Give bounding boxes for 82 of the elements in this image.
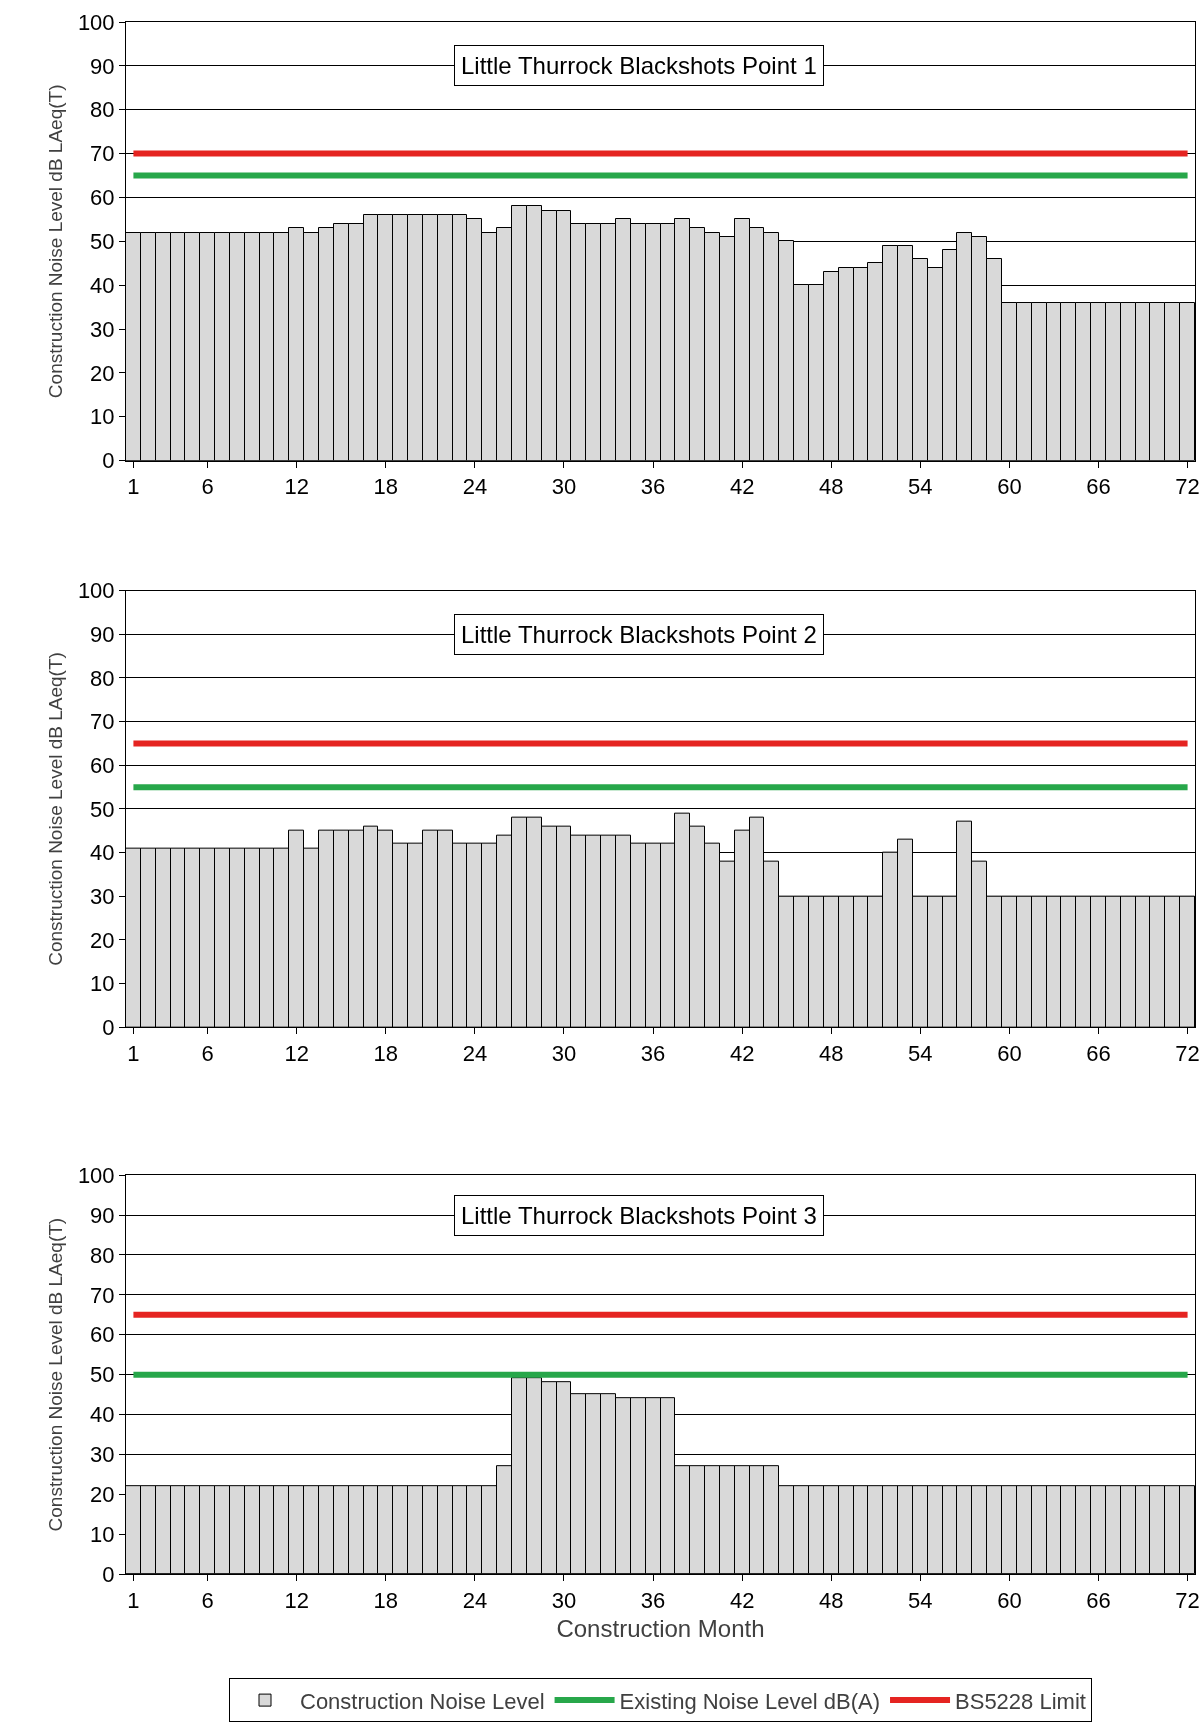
x-tick-label: 30 bbox=[551, 1587, 577, 1613]
y-tick-label: 10 bbox=[90, 404, 115, 430]
x-tick-label: 60 bbox=[997, 1587, 1022, 1613]
y-tick-label: 90 bbox=[90, 622, 115, 648]
y-tick-label: 70 bbox=[90, 141, 115, 167]
y-tick-label: 50 bbox=[90, 229, 115, 255]
x-tick-label: 66 bbox=[1086, 1587, 1111, 1613]
legend-label: Existing Noise Level dB(A) bbox=[619, 1688, 881, 1714]
x-tick-label: 42 bbox=[729, 1587, 755, 1613]
x-tick-label: 66 bbox=[1086, 1040, 1111, 1066]
x-tick-label: 60 bbox=[997, 474, 1022, 500]
x-tick-label: 24 bbox=[462, 1040, 488, 1066]
x-tick-label: 1 bbox=[127, 474, 140, 500]
x-axis-title: Construction Month bbox=[556, 1614, 765, 1642]
x-tick-label: 30 bbox=[551, 1040, 577, 1066]
x-tick-label: 24 bbox=[462, 1587, 488, 1613]
y-tick-label: 30 bbox=[90, 1442, 115, 1468]
x-tick-label: 72 bbox=[1175, 474, 1200, 500]
x-tick-label: 72 bbox=[1175, 1040, 1200, 1066]
y-tick-label: 10 bbox=[90, 971, 115, 997]
x-tick-label: 54 bbox=[908, 1040, 933, 1066]
y-tick-label: 30 bbox=[90, 884, 115, 909]
y-tick-label: 0 bbox=[102, 1561, 115, 1587]
y-axis-title: Construction Noise Level dB LAeq(T) bbox=[44, 84, 66, 399]
x-tick-label: 12 bbox=[284, 474, 309, 500]
y-tick-label: 100 bbox=[77, 1162, 115, 1188]
x-tick-label: 42 bbox=[729, 1040, 755, 1066]
y-tick-label: 60 bbox=[90, 1322, 115, 1348]
y-tick-label: 60 bbox=[90, 753, 115, 778]
text: Little Thurrock Blackshots Point 3 bbox=[461, 1202, 817, 1229]
x-tick-label: 54 bbox=[908, 1587, 933, 1613]
x-tick-label: 18 bbox=[373, 474, 399, 500]
x-tick-label: 6 bbox=[201, 1587, 214, 1613]
y-tick-label: 100 bbox=[77, 9, 115, 35]
x-tick-label: 48 bbox=[819, 1040, 844, 1066]
y-tick-label: 70 bbox=[90, 1282, 115, 1308]
y-tick-label: 80 bbox=[90, 665, 115, 691]
x-tick-label: 12 bbox=[284, 1587, 309, 1613]
y-tick-label: 20 bbox=[90, 1482, 115, 1508]
y-tick-label: 0 bbox=[102, 1014, 115, 1040]
x-tick-label: 18 bbox=[373, 1587, 399, 1613]
text: Little Thurrock Blackshots Point 2 bbox=[461, 621, 817, 648]
x-tick-label: 1 bbox=[127, 1040, 140, 1066]
y-tick-label: 80 bbox=[90, 1242, 115, 1268]
x-tick-label: 6 bbox=[201, 474, 214, 500]
x-tick-label: 60 bbox=[997, 1040, 1022, 1066]
y-axis-title: Construction Noise Level dB LAeq(T) bbox=[44, 652, 66, 966]
x-tick-label: 48 bbox=[819, 474, 844, 500]
y-tick-label: 20 bbox=[90, 927, 115, 953]
y-tick-label: 80 bbox=[90, 97, 115, 123]
x-tick-label: 1 bbox=[127, 1587, 140, 1613]
x-tick-label: 24 bbox=[462, 474, 488, 500]
y-tick-label: 40 bbox=[90, 1402, 115, 1428]
y-tick-label: 70 bbox=[90, 709, 115, 735]
text: Little Thurrock Blackshots Point 1 bbox=[461, 52, 817, 79]
y-tick-label: 50 bbox=[90, 796, 115, 822]
y-tick-label: 60 bbox=[90, 185, 115, 211]
x-tick-label: 66 bbox=[1086, 474, 1111, 500]
x-tick-label: 36 bbox=[640, 1587, 666, 1613]
y-tick-label: 40 bbox=[90, 272, 115, 298]
y-tick-label: 40 bbox=[90, 840, 115, 866]
x-tick-label: 48 bbox=[819, 1587, 844, 1613]
x-tick-label: 54 bbox=[908, 474, 933, 500]
x-tick-label: 6 bbox=[201, 1040, 214, 1066]
legend-label: BS5228 Limit bbox=[955, 1688, 1086, 1714]
x-tick-label: 12 bbox=[284, 1040, 309, 1066]
y-tick-label: 30 bbox=[90, 316, 115, 342]
x-tick-label: 36 bbox=[640, 474, 666, 500]
y-tick-label: 0 bbox=[102, 448, 115, 474]
y-tick-label: 100 bbox=[77, 578, 115, 604]
y-tick-label: 90 bbox=[90, 1202, 115, 1228]
y-axis-title: Construction Noise Level dB LAeq(T) bbox=[44, 1217, 66, 1532]
legend-label: Construction Noise Level bbox=[300, 1688, 545, 1714]
y-tick-label: 90 bbox=[90, 53, 115, 79]
x-tick-label: 72 bbox=[1175, 1587, 1200, 1613]
x-tick-label: 36 bbox=[640, 1040, 666, 1066]
x-tick-label: 42 bbox=[729, 474, 755, 500]
y-tick-label: 20 bbox=[90, 360, 115, 386]
x-tick-label: 18 bbox=[373, 1040, 399, 1066]
y-tick-label: 10 bbox=[90, 1521, 115, 1547]
x-tick-label: 30 bbox=[551, 474, 577, 500]
y-tick-label: 50 bbox=[90, 1362, 115, 1388]
